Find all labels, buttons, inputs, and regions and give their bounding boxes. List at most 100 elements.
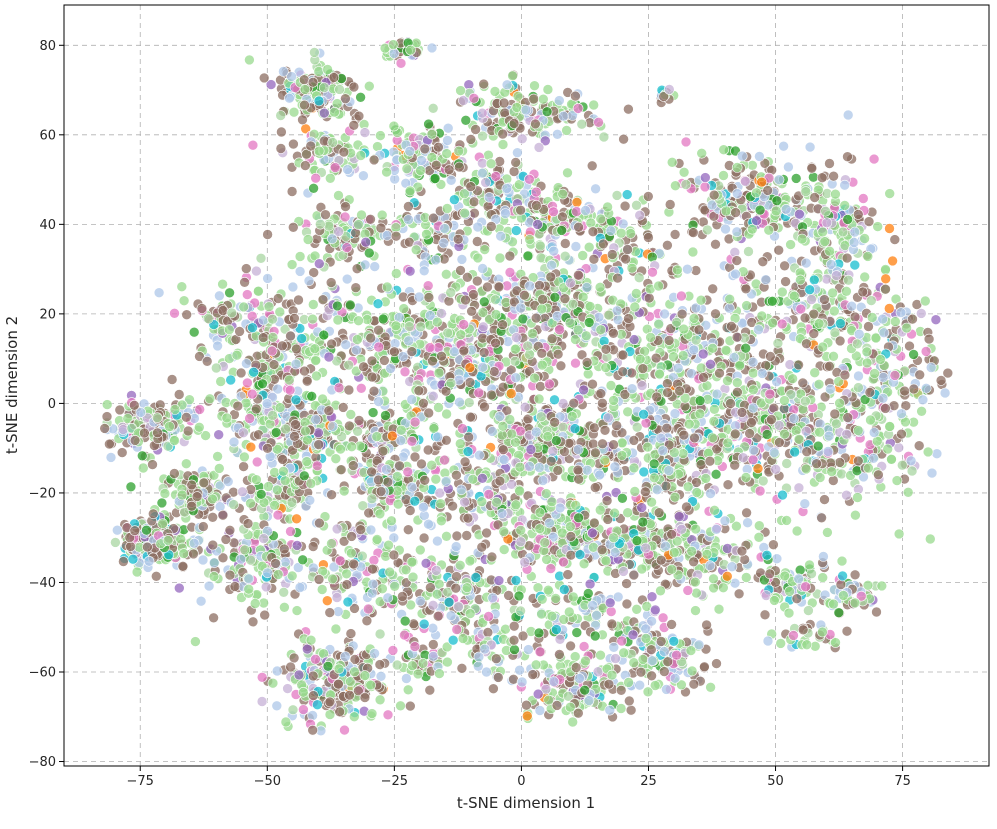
data-point — [918, 395, 928, 405]
data-point — [869, 428, 879, 438]
data-point — [838, 227, 848, 237]
data-point — [279, 587, 289, 597]
data-point — [810, 193, 820, 203]
data-point — [571, 242, 581, 252]
data-point — [508, 71, 518, 81]
data-point — [840, 180, 850, 190]
data-point — [461, 115, 471, 125]
data-point — [223, 477, 233, 487]
data-point — [383, 710, 393, 720]
data-point — [352, 345, 362, 355]
data-point — [270, 467, 280, 477]
data-point — [830, 409, 840, 419]
data-point — [383, 593, 393, 603]
data-point — [281, 424, 291, 434]
data-point — [298, 115, 308, 125]
data-point — [498, 129, 508, 139]
data-point — [169, 469, 179, 479]
data-point — [417, 155, 427, 165]
data-point — [477, 168, 487, 178]
data-point — [280, 557, 290, 567]
data-point — [548, 446, 558, 456]
data-point — [240, 545, 250, 555]
data-point — [309, 183, 319, 193]
data-point — [399, 304, 409, 314]
data-point — [160, 489, 170, 499]
data-point — [137, 451, 147, 461]
data-point — [151, 571, 161, 581]
data-point — [377, 584, 387, 594]
data-point — [916, 308, 926, 318]
data-point — [732, 189, 742, 199]
data-point — [415, 545, 425, 555]
data-point — [391, 321, 401, 331]
data-point — [924, 334, 934, 344]
data-point — [245, 414, 255, 424]
data-point — [885, 224, 895, 234]
data-point — [375, 131, 385, 141]
data-point — [842, 490, 852, 500]
data-point — [755, 205, 765, 215]
data-point — [242, 290, 252, 300]
data-point — [840, 200, 850, 210]
data-point — [402, 164, 412, 174]
data-point — [244, 584, 254, 594]
data-point — [909, 384, 919, 394]
data-point — [329, 73, 339, 83]
data-point — [179, 549, 189, 559]
data-point — [308, 542, 318, 552]
data-point — [897, 429, 907, 439]
data-point — [334, 664, 344, 674]
data-point — [883, 444, 893, 454]
data-point — [388, 40, 398, 50]
data-point — [325, 710, 335, 720]
data-point — [138, 463, 148, 473]
data-point — [469, 208, 479, 218]
data-point — [311, 173, 321, 183]
data-point — [289, 653, 299, 663]
data-point — [584, 242, 594, 252]
data-point — [340, 652, 350, 662]
data-point — [158, 519, 168, 529]
data-point — [794, 209, 804, 219]
data-point — [346, 629, 356, 639]
data-point — [286, 662, 296, 672]
data-point — [126, 542, 136, 552]
data-point — [390, 581, 400, 591]
data-point — [243, 519, 253, 529]
data-point — [741, 284, 751, 294]
data-point — [643, 191, 653, 201]
data-point — [512, 148, 522, 158]
data-point — [819, 295, 829, 305]
data-point — [809, 275, 819, 285]
data-point — [375, 695, 385, 705]
data-point — [209, 613, 219, 623]
data-point — [142, 542, 152, 552]
data-point — [381, 465, 391, 475]
data-point — [279, 544, 289, 554]
data-point — [700, 182, 710, 192]
data-point — [885, 422, 895, 432]
data-point — [433, 611, 443, 621]
data-point — [364, 81, 374, 91]
data-point — [333, 679, 343, 689]
data-point — [885, 189, 895, 199]
data-point — [340, 212, 350, 222]
data-point — [791, 173, 801, 183]
data-point — [552, 129, 562, 139]
data-point — [351, 283, 361, 293]
data-point — [349, 559, 359, 569]
data-point — [392, 471, 402, 481]
data-point — [817, 173, 827, 183]
data-point — [927, 468, 937, 478]
data-point — [257, 672, 267, 682]
data-point — [465, 609, 475, 619]
data-point — [542, 107, 552, 117]
data-point — [419, 266, 429, 276]
data-point — [455, 397, 465, 407]
data-point — [587, 161, 597, 171]
data-point — [466, 134, 476, 144]
data-point — [709, 404, 719, 414]
data-point — [781, 204, 791, 214]
data-point — [283, 684, 293, 694]
